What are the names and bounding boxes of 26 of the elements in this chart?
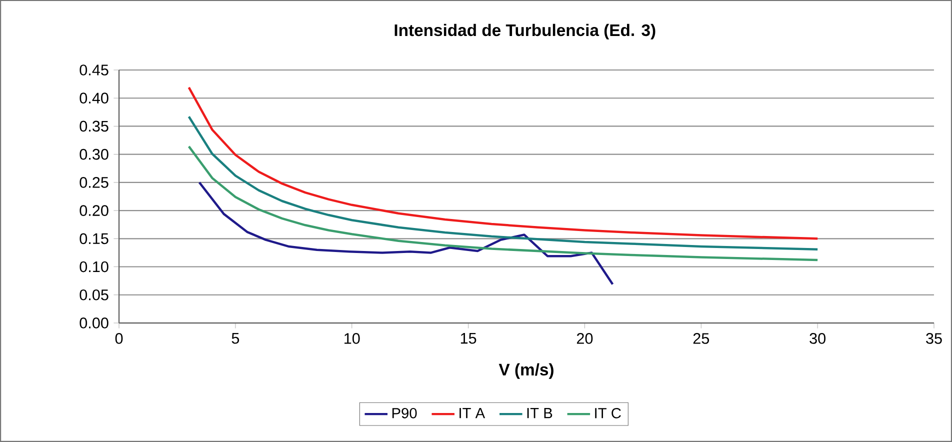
x-tick-label: 25 bbox=[693, 333, 710, 344]
y-tick-label: 0.40 bbox=[80, 92, 108, 104]
legend-label: P90 bbox=[392, 408, 417, 418]
legend-label: IT A bbox=[460, 408, 486, 418]
x-tick-label: 0 bbox=[115, 333, 123, 344]
y-tick-label: 0.25 bbox=[80, 177, 108, 188]
x-tick-label: 20 bbox=[576, 333, 593, 344]
y-tick-label: 0.00 bbox=[80, 318, 108, 328]
x-axis-title: V (m/s) bbox=[498, 363, 554, 379]
legend-label: IT C bbox=[595, 408, 621, 418]
x-tick-label: 10 bbox=[344, 333, 360, 344]
y-tick-label: 0.30 bbox=[80, 148, 108, 160]
y-tick-label: 0.35 bbox=[80, 120, 108, 132]
line-series bbox=[198, 181, 614, 286]
x-tick-label: 35 bbox=[926, 333, 942, 344]
legend-label: IT B bbox=[527, 408, 552, 418]
line-series bbox=[188, 86, 819, 240]
x-tick-label: 15 bbox=[460, 333, 476, 344]
chart-title: Intensidad de Turbulencia (Ed. 3) bbox=[394, 24, 656, 40]
y-tick-label: 0.05 bbox=[80, 289, 108, 300]
y-tick-label: 0.10 bbox=[80, 261, 108, 272]
x-tick-label: 5 bbox=[232, 333, 240, 344]
y-tick-label: 0.20 bbox=[80, 205, 108, 216]
x-tick-label: 30 bbox=[810, 333, 826, 344]
y-tick-label: 0.15 bbox=[80, 233, 108, 244]
y-tick-label: 0.45 bbox=[80, 64, 108, 76]
